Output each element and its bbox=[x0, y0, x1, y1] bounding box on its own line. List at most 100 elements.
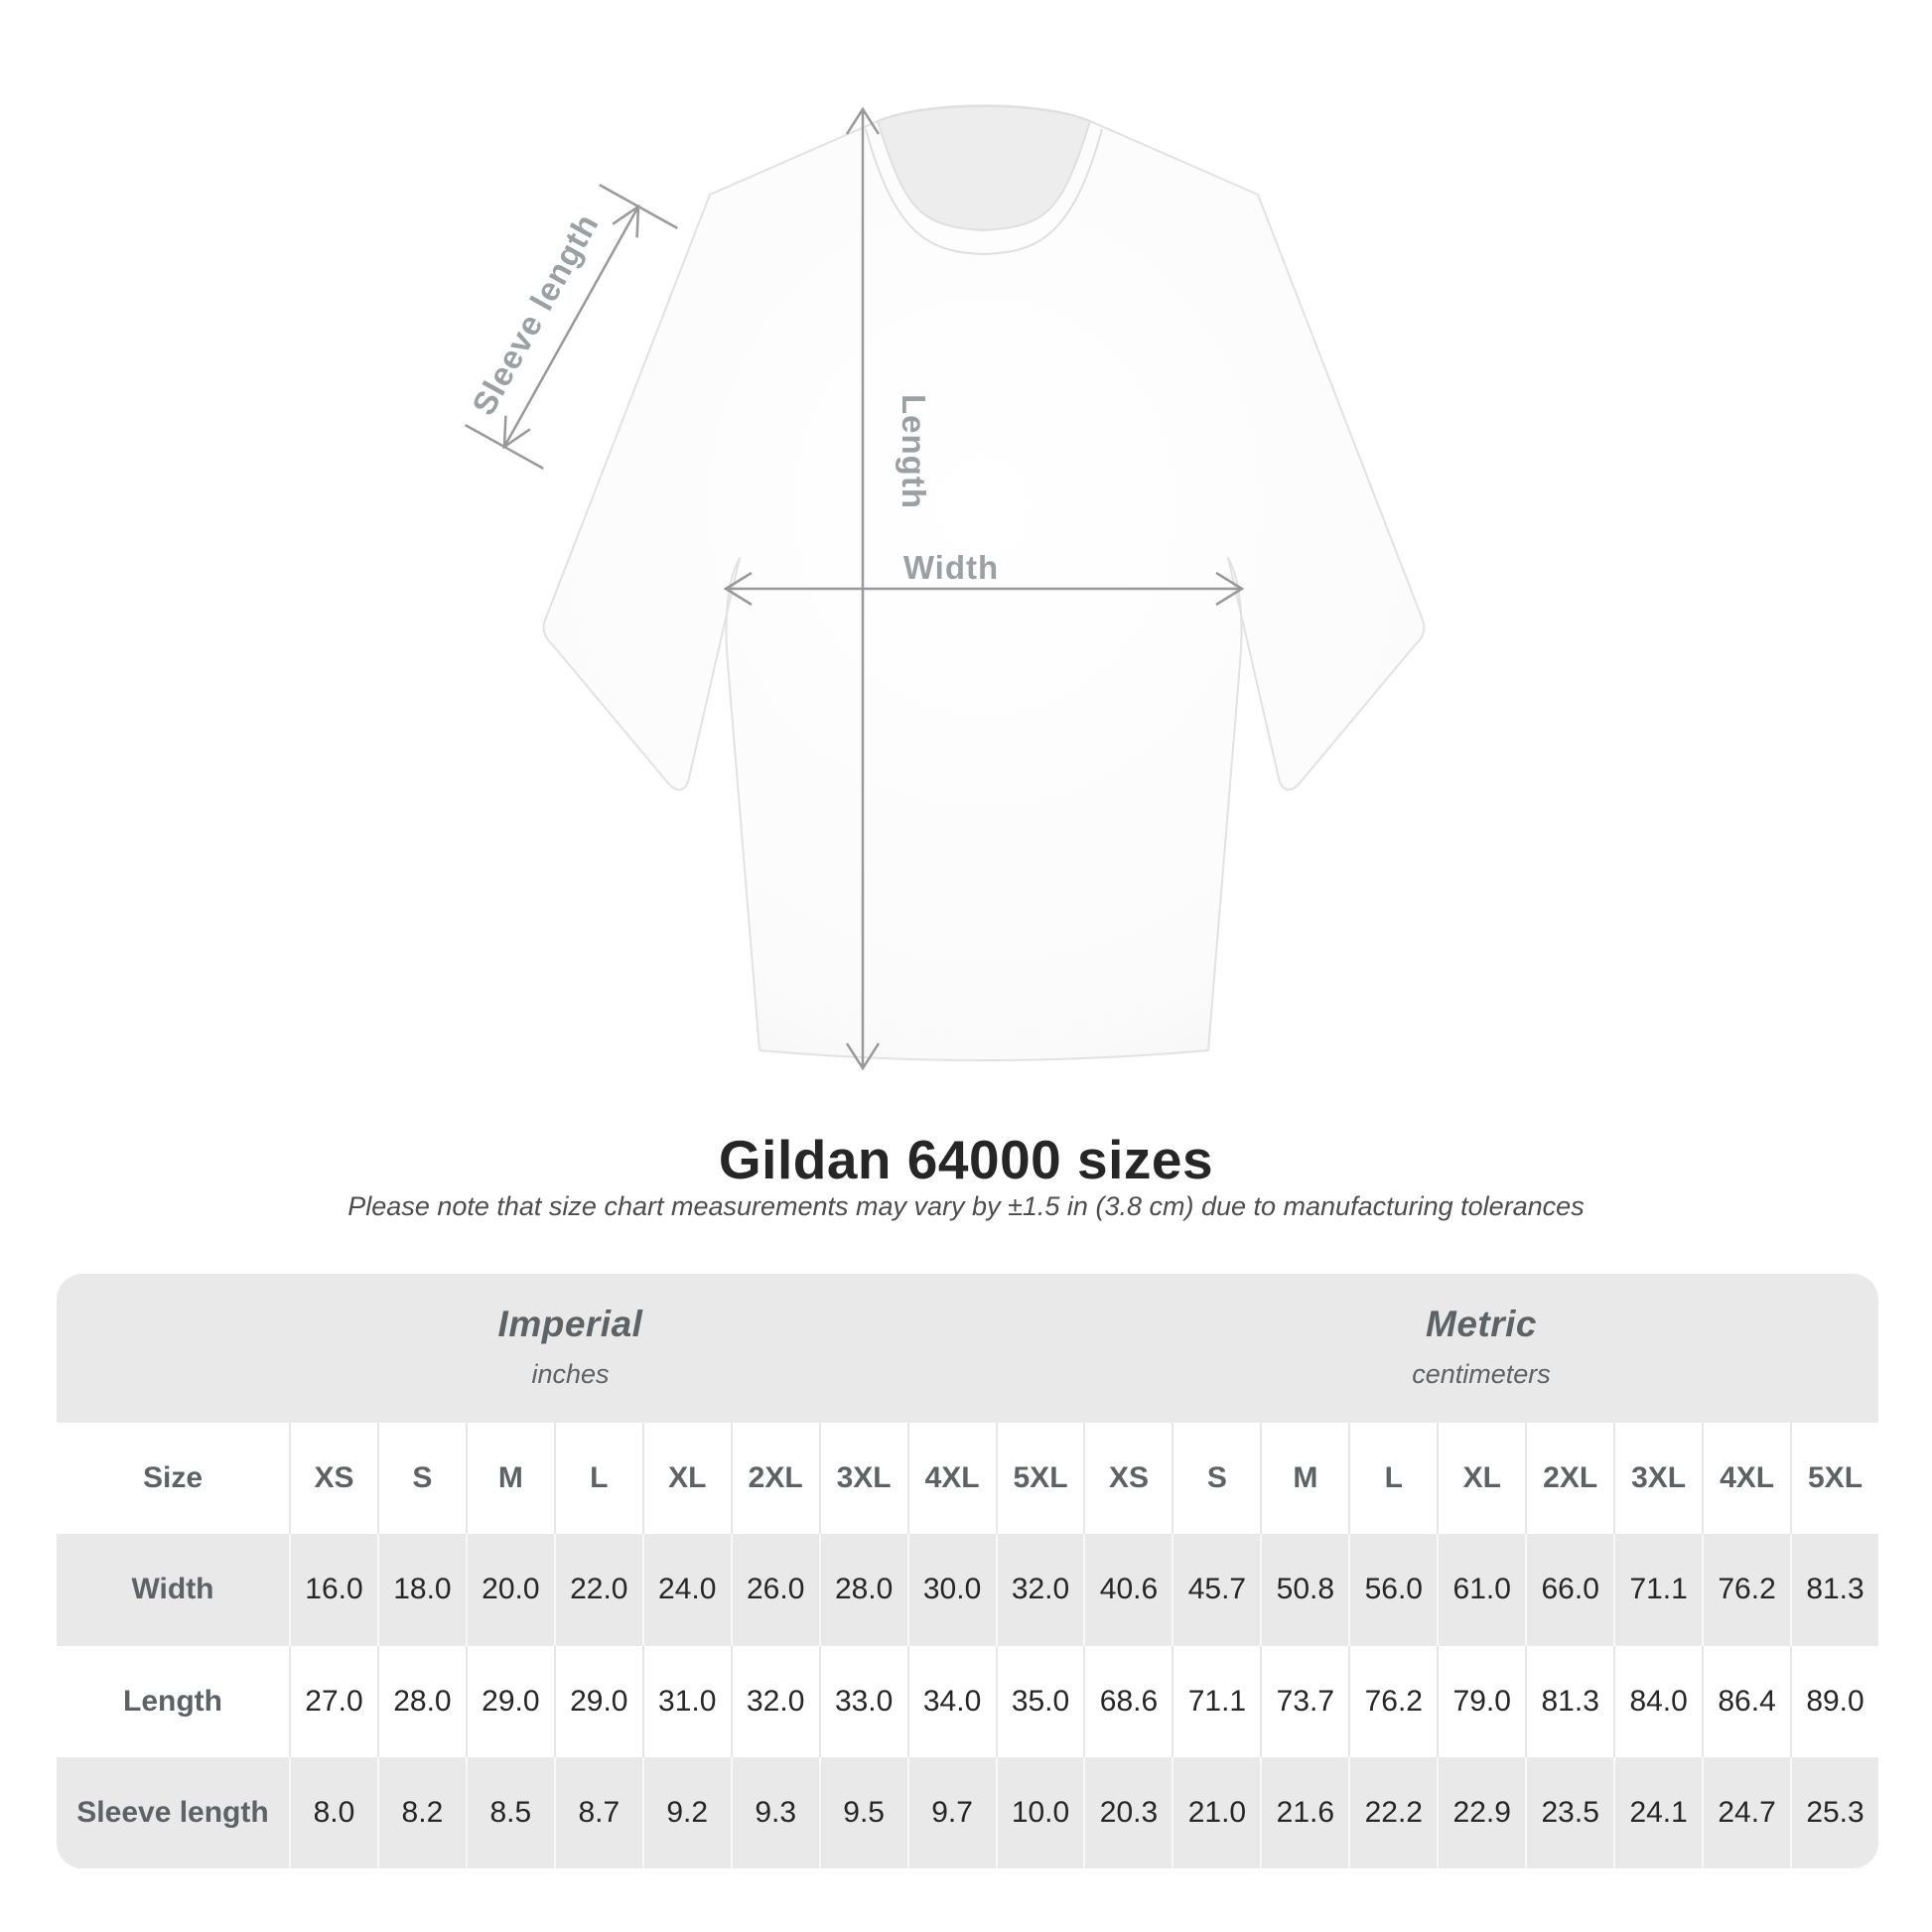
size-col-header-imperial: S bbox=[376, 1423, 466, 1535]
imperial-value-cell: 29.0 bbox=[553, 1645, 642, 1757]
imperial-value-cell: 9.7 bbox=[906, 1756, 996, 1868]
metric-value-cell: 40.6 bbox=[1083, 1534, 1172, 1646]
imperial-value-cell: 20.0 bbox=[465, 1534, 554, 1646]
metric-value-cell: 86.4 bbox=[1702, 1645, 1790, 1757]
size-grid: Size XS S M L XL 2XL 3XL 4XL 5XL XS S M L XL 2XL 3XL 4XL 5… bbox=[57, 1423, 1878, 1868]
imperial-value-cell: 31.0 bbox=[641, 1645, 731, 1757]
size-col-header-imperial: M bbox=[465, 1423, 554, 1535]
unit-group-header: Imperial inches Metric centimeters bbox=[57, 1274, 1878, 1423]
metric-value-cell: 71.1 bbox=[1613, 1534, 1702, 1646]
dimension-tick bbox=[465, 424, 544, 470]
imperial-value-cell: 28.0 bbox=[376, 1645, 466, 1757]
size-table: Imperial inches Metric centimeters Size X… bbox=[57, 1274, 1878, 1868]
size-header-row: Size XS S M L XL 2XL 3XL 4XL 5XL XS S M L XL 2XL 3XL 4XL 5… bbox=[57, 1423, 1878, 1535]
collar-band-seam bbox=[865, 128, 1103, 256]
metric-value-cell: 66.0 bbox=[1525, 1534, 1613, 1646]
metric-value-cell: 61.0 bbox=[1437, 1534, 1525, 1646]
imperial-group-header: Imperial inches bbox=[57, 1274, 1084, 1423]
size-col-header-imperial: 5XL bbox=[995, 1423, 1084, 1535]
size-col-header-metric: L bbox=[1348, 1423, 1437, 1535]
dimension-tick bbox=[599, 184, 678, 229]
imperial-unit-label: inches bbox=[531, 1359, 610, 1389]
metric-value-cell: 73.7 bbox=[1260, 1645, 1348, 1757]
metric-value-cell: 68.6 bbox=[1083, 1645, 1172, 1757]
imperial-value-cell: 16.0 bbox=[289, 1534, 377, 1646]
measurement-row: Length 27.0 28.0 29.0 29.0 31.0 32.0 33.0 34.0 35… bbox=[57, 1645, 1878, 1757]
imperial-value-cell: 24.0 bbox=[641, 1534, 731, 1646]
metric-label: Metric bbox=[1426, 1304, 1537, 1344]
imperial-value-cell: 35.0 bbox=[995, 1645, 1084, 1757]
tshirt-graphic bbox=[542, 104, 1426, 1061]
tshirt-body-shape bbox=[542, 104, 1426, 1061]
imperial-value-cell: 8.5 bbox=[465, 1756, 554, 1868]
sleeve-length-measure-arrow bbox=[465, 184, 678, 470]
arrow-right-icon bbox=[1215, 571, 1245, 607]
size-col-header-imperial: 3XL bbox=[818, 1423, 907, 1535]
imperial-value-cell: 10.0 bbox=[995, 1756, 1084, 1868]
imperial-value-cell: 30.0 bbox=[906, 1534, 996, 1646]
size-col-header-metric: S bbox=[1172, 1423, 1260, 1535]
imperial-value-cell: 34.0 bbox=[906, 1645, 996, 1757]
page-title: Gildan 64000 sizes bbox=[718, 1129, 1214, 1190]
imperial-label: Imperial bbox=[497, 1304, 643, 1344]
metric-value-cell: 56.0 bbox=[1348, 1534, 1437, 1646]
size-header-cell: Size bbox=[142, 1461, 204, 1495]
size-col-header-metric: 3XL bbox=[1613, 1423, 1702, 1535]
arrow-left-icon bbox=[723, 571, 753, 607]
metric-value-cell: 22.2 bbox=[1348, 1756, 1437, 1868]
width-measure-arrow bbox=[723, 571, 1245, 607]
arrow-down-icon bbox=[845, 1042, 881, 1071]
metric-value-cell: 20.3 bbox=[1083, 1756, 1172, 1868]
size-col-header-metric: 4XL bbox=[1702, 1423, 1790, 1535]
size-col-header-metric: M bbox=[1260, 1423, 1348, 1535]
size-col-header-metric: 2XL bbox=[1525, 1423, 1613, 1535]
size-col-header-imperial: L bbox=[553, 1423, 642, 1535]
width-label: Width bbox=[903, 549, 999, 586]
imperial-value-cell: 22.0 bbox=[553, 1534, 642, 1646]
metric-value-cell: 76.2 bbox=[1348, 1645, 1437, 1757]
size-col-header-imperial: XS bbox=[289, 1423, 377, 1535]
tshirt-measurement-diagram: Sleeve length Length Width bbox=[465, 104, 1426, 1071]
metric-value-cell: 25.3 bbox=[1790, 1756, 1878, 1868]
metric-unit-label: centimeters bbox=[1412, 1359, 1551, 1389]
metric-value-cell: 21.0 bbox=[1172, 1756, 1260, 1868]
imperial-value-cell: 27.0 bbox=[289, 1645, 377, 1757]
size-col-header-imperial: XL bbox=[641, 1423, 731, 1535]
metric-value-cell: 81.3 bbox=[1790, 1534, 1878, 1646]
metric-group-header: Metric centimeters bbox=[1084, 1274, 1878, 1423]
length-label: Length bbox=[896, 394, 932, 509]
arrow-up-icon bbox=[845, 106, 881, 135]
metric-value-cell: 79.0 bbox=[1437, 1645, 1525, 1757]
size-col-header-imperial: 2XL bbox=[730, 1423, 819, 1535]
measurement-row-label: Width bbox=[131, 1573, 214, 1606]
imperial-value-cell: 9.2 bbox=[641, 1756, 731, 1868]
metric-value-cell: 23.5 bbox=[1525, 1756, 1613, 1868]
metric-value-cell: 50.8 bbox=[1260, 1534, 1348, 1646]
size-col-header-metric: 5XL bbox=[1790, 1423, 1878, 1535]
measurement-row-label: Sleeve length bbox=[76, 1795, 269, 1829]
metric-value-cell: 76.2 bbox=[1702, 1534, 1790, 1646]
imperial-value-cell: 8.0 bbox=[289, 1756, 377, 1868]
metric-value-cell: 71.1 bbox=[1172, 1645, 1260, 1757]
metric-value-cell: 24.7 bbox=[1702, 1756, 1790, 1868]
imperial-value-cell: 33.0 bbox=[818, 1645, 907, 1757]
metric-value-cell: 81.3 bbox=[1525, 1645, 1613, 1757]
size-col-header-metric: XS bbox=[1083, 1423, 1172, 1535]
metric-value-cell: 24.1 bbox=[1613, 1756, 1702, 1868]
imperial-value-cell: 9.3 bbox=[730, 1756, 819, 1868]
metric-value-cell: 45.7 bbox=[1172, 1534, 1260, 1646]
imperial-value-cell: 18.0 bbox=[376, 1534, 466, 1646]
metric-value-cell: 84.0 bbox=[1613, 1645, 1702, 1757]
imperial-value-cell: 28.0 bbox=[818, 1534, 907, 1646]
sleeve-length-label: Sleeve length bbox=[465, 207, 606, 421]
metric-value-cell: 89.0 bbox=[1790, 1645, 1878, 1757]
imperial-value-cell: 32.0 bbox=[995, 1534, 1084, 1646]
neck-opening bbox=[876, 105, 1092, 232]
imperial-value-cell: 8.7 bbox=[553, 1756, 642, 1868]
imperial-value-cell: 32.0 bbox=[730, 1645, 819, 1757]
size-col-header-metric: XL bbox=[1437, 1423, 1525, 1535]
measurement-row: Width 16.0 18.0 20.0 22.0 24.0 26.0 28.0 30.0 32.… bbox=[57, 1534, 1878, 1646]
size-col-header-imperial: 4XL bbox=[906, 1423, 996, 1535]
imperial-value-cell: 26.0 bbox=[730, 1534, 819, 1646]
measurement-row-label: Length bbox=[123, 1684, 222, 1718]
